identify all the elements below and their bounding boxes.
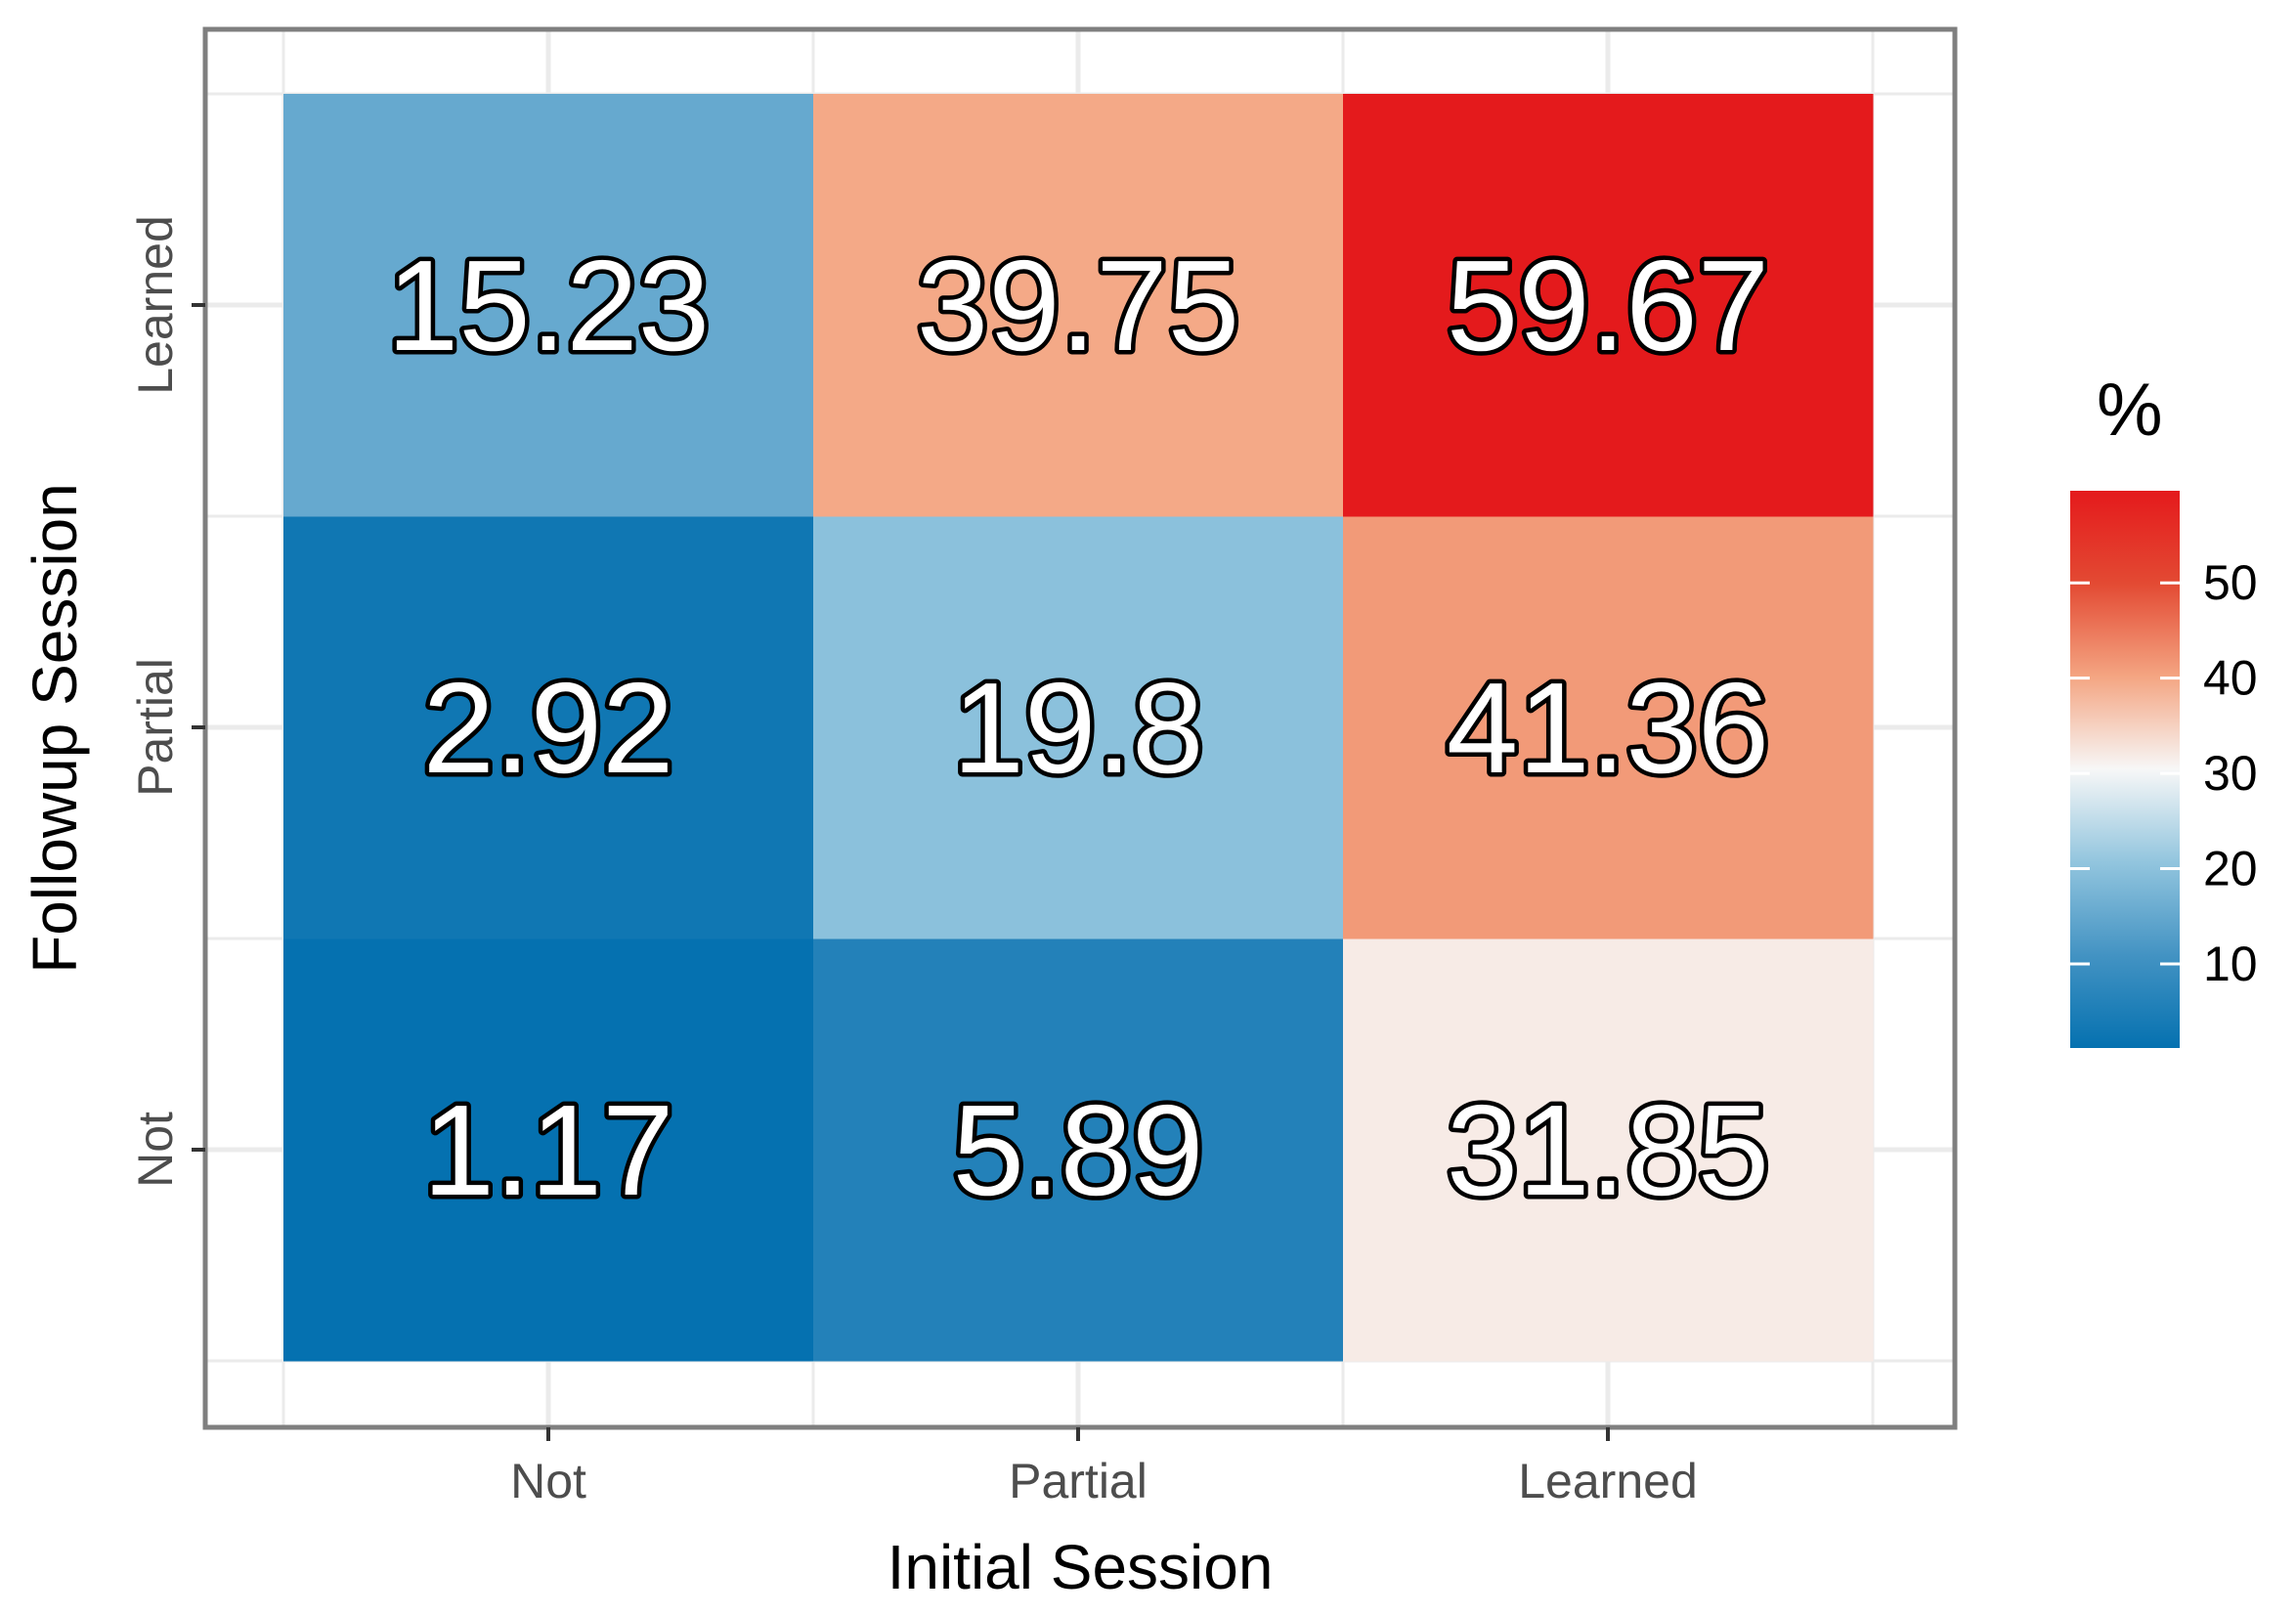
cell-value-label: 39.75 — [917, 234, 1239, 377]
x-axis-ticks: Not Partial Learned — [510, 1427, 1698, 1508]
y-tick-label: Partial — [128, 658, 183, 797]
legend-ticks: 10 20 30 40 50 — [2070, 555, 2258, 991]
legend-tick-label: 30 — [2203, 746, 2258, 801]
cell-value-labels: 1.17 5.89 31.85 2.92 19.8 41.36 15.23 39.75 59.6… — [382, 230, 1773, 1227]
heatmap-cell — [283, 94, 814, 517]
y-axis-title: Followup Session — [20, 483, 90, 974]
y-tick-label: Not — [128, 1112, 183, 1188]
heatmap-cell — [813, 939, 1344, 1362]
cell-value-label: 19.8 — [953, 656, 1204, 800]
cell-value-label: 5.89 — [953, 1078, 1204, 1222]
y-axis-ticks: Not Partial Learned — [128, 215, 205, 1188]
legend-title: % — [2097, 369, 2163, 452]
cell-value-label: 1.17 — [423, 1078, 674, 1222]
heatmap-cell — [1343, 516, 1874, 939]
cell-value-label: 31.85 — [1447, 1078, 1769, 1222]
heatmap-cell — [1343, 939, 1874, 1362]
x-tick-label: Partial — [1009, 1454, 1148, 1508]
cell-value-label: 15.23 — [387, 234, 710, 377]
legend-tick-label: 40 — [2203, 651, 2258, 706]
heatmap-cell — [283, 939, 814, 1362]
x-tick-label: Learned — [1518, 1454, 1698, 1508]
legend-tick-label: 50 — [2203, 555, 2258, 610]
heatmap-cell — [813, 516, 1344, 939]
legend-tick-label: 20 — [2203, 842, 2258, 896]
x-axis-title: Initial Session — [888, 1532, 1274, 1602]
heatmap-cell — [283, 516, 814, 939]
y-tick-label: Learned — [128, 215, 183, 395]
color-legend: % 10 20 30 40 50 — [2070, 369, 2258, 1048]
cell-value-label: 41.36 — [1447, 656, 1769, 800]
heatmap-cell — [813, 94, 1344, 517]
heatmap-cells — [283, 94, 1874, 1362]
cell-value-label: 59.67 — [1447, 234, 1769, 377]
heatmap-cell — [1343, 94, 1874, 517]
x-tick-label: Not — [510, 1454, 586, 1508]
cell-value-label: 2.92 — [423, 656, 674, 800]
legend-tick-label: 10 — [2203, 937, 2258, 991]
